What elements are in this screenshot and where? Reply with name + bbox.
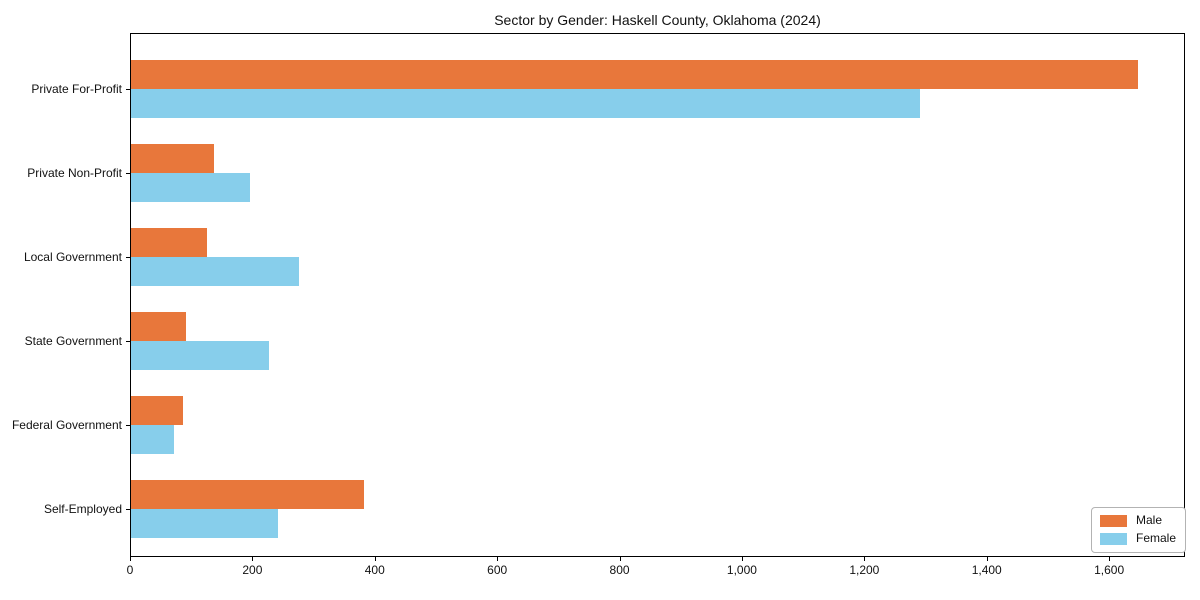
x-axis-tick-label: 1,000 [726, 563, 757, 577]
y-axis-label: Private Non-Profit [27, 166, 122, 180]
x-axis-tick-label: 800 [609, 563, 630, 577]
legend-swatch-male [1100, 514, 1127, 527]
x-axis-tick-label: 1,600 [1094, 563, 1125, 577]
bar-male-3 [131, 312, 186, 341]
y-axis-tick [126, 509, 130, 510]
legend-label: Male [1136, 513, 1163, 527]
y-axis-label: State Government [24, 334, 122, 348]
x-axis-tick-label: 0 [126, 563, 134, 577]
bar-female-2 [131, 257, 299, 286]
bar-female-1 [131, 173, 250, 202]
y-axis-tick [126, 173, 130, 174]
x-axis-tick-label: 400 [364, 563, 385, 577]
x-axis-tick-label: 1,400 [971, 563, 1002, 577]
legend-label: Female [1136, 531, 1177, 545]
x-axis-tick [619, 557, 621, 561]
plot-area [130, 33, 1185, 557]
x-axis-tick [497, 557, 499, 561]
legend-swatch-female [1100, 532, 1127, 545]
x-axis-tick [374, 557, 376, 561]
bar-male-5 [131, 480, 364, 509]
x-axis-tick-label: 200 [242, 563, 263, 577]
x-axis-tick-label: 1,200 [849, 563, 880, 577]
bar-male-2 [131, 228, 207, 257]
y-axis-label: Private For-Profit [31, 82, 122, 96]
x-axis-tick [130, 557, 131, 561]
y-axis-label: Federal Government [11, 418, 122, 432]
y-axis-tick [126, 341, 130, 342]
legend: Male Female [1091, 507, 1187, 553]
x-axis-tick [252, 557, 254, 561]
legend-item-female: Female [1100, 532, 1176, 545]
bar-female-0 [131, 89, 920, 118]
bar-female-4 [131, 425, 174, 454]
legend-item-male: Male [1100, 514, 1176, 527]
x-axis-tick [1109, 557, 1111, 561]
bar-male-1 [131, 144, 214, 173]
y-axis-tick [126, 425, 130, 426]
x-axis-tick-label: 600 [487, 563, 508, 577]
chart-title: Sector by Gender: Haskell County, Oklaho… [494, 12, 821, 28]
y-axis-label: Local Government [23, 250, 122, 264]
bar-female-5 [131, 509, 278, 538]
x-axis-tick [864, 557, 866, 561]
x-axis-tick [986, 557, 988, 561]
x-axis-tick [741, 557, 743, 561]
bar-female-3 [131, 341, 269, 370]
y-axis-label: Self-Employed [43, 502, 122, 516]
y-axis-tick [126, 89, 130, 90]
bar-male-0 [131, 60, 1138, 89]
y-axis-tick [126, 257, 130, 258]
bar-male-4 [131, 396, 183, 425]
